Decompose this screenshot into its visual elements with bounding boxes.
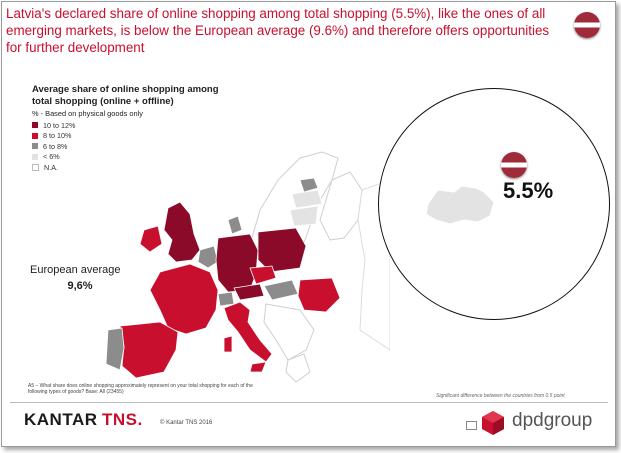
map-region-balkans [263, 303, 315, 361]
legend: 10 to 12% 8 to 10% 6 to 8% < 6% N.A. [32, 120, 75, 173]
map-region-france [149, 263, 219, 335]
map-region-czechia [249, 265, 277, 285]
latvia-highlight-circle [378, 88, 610, 320]
map-region-denmark [227, 215, 243, 235]
legend-item: 10 to 12% [32, 120, 75, 131]
european-average-value: 9,6% [67, 280, 93, 292]
latvia-flag-icon [501, 152, 527, 178]
map-region-italy [223, 301, 273, 363]
legend-swatch [32, 143, 38, 150]
legend-swatch [32, 163, 39, 171]
legend-label: 10 to 12% [43, 120, 76, 130]
footer-divider [10, 402, 608, 403]
legend-label: 8 to 10% [43, 131, 72, 141]
legend-title: Average share of online shopping among t… [32, 84, 219, 107]
legend-label: 6 to 8% [43, 141, 68, 151]
legend-swatch [32, 153, 38, 160]
copyright: © Kantar TNS 2016 [160, 420, 213, 426]
map-region-greece [285, 353, 311, 383]
map-region-hungary [263, 279, 299, 301]
legend-swatch [32, 132, 38, 139]
legend-subtitle: % - Based on physical goods only [32, 109, 143, 118]
map-region-spain [119, 321, 179, 379]
latvia-shape [425, 185, 495, 225]
dpdgroup-logo: dpdgroup [512, 410, 593, 431]
map-region-estonia [299, 177, 319, 193]
map-region-benelux [197, 245, 219, 269]
legend-swatch [32, 122, 38, 129]
legend-item: N.A. [32, 162, 75, 173]
map-region-switzerland [217, 291, 235, 307]
legend-item: 6 to 8% [32, 141, 75, 152]
legend-label: N.A. [44, 162, 58, 172]
map-region-ireland [139, 225, 163, 253]
small-logo-icon [466, 421, 477, 430]
footnote: A5 – What share does online shopping app… [28, 383, 253, 395]
europe-map [105, 151, 390, 383]
map-region-sardinia [223, 335, 233, 353]
latvia-share-value: 5.5% [503, 178, 554, 203]
map-region-austria [233, 283, 265, 301]
latvia-flag-icon [574, 12, 600, 38]
map-region-romania [297, 277, 341, 313]
map-region-sicily [249, 361, 267, 373]
map-region-lithuania [289, 205, 319, 227]
map-region-finland [319, 171, 363, 241]
map-region-germany [215, 233, 259, 293]
european-average-label: European average [30, 264, 121, 276]
legend-item: 8 to 10% [32, 131, 75, 142]
map-region-poland [257, 227, 307, 273]
legend-label: < 6% [43, 152, 60, 162]
kantar-logo: KANTAR [24, 410, 98, 429]
headline: Latvia's declared share of online shoppi… [6, 6, 550, 55]
legend-item: < 6% [32, 152, 75, 163]
map-region-uk [163, 201, 201, 263]
tns-logo: TNS. [102, 410, 143, 429]
dpd-cube-icon [482, 411, 504, 435]
significance-note: Significant difference between the count… [436, 393, 565, 399]
map-region-portugal [105, 327, 125, 371]
map-region-latvia [291, 189, 323, 209]
